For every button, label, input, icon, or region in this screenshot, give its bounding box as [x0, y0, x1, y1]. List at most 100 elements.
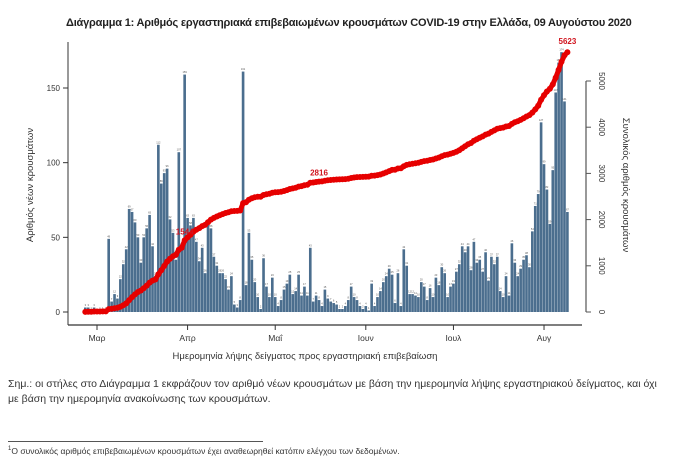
bar	[516, 276, 520, 312]
bar-value-label: 50	[142, 233, 145, 237]
bar	[376, 297, 379, 312]
bar-value-label: 33	[139, 258, 142, 262]
bar	[463, 252, 467, 312]
bar	[186, 217, 189, 312]
cumulative-point	[161, 263, 168, 269]
bar-value-label: 20	[253, 278, 256, 282]
bar-value-label: 44	[467, 242, 470, 246]
bar	[533, 205, 537, 312]
cumulative-point	[237, 207, 244, 214]
bar	[329, 301, 333, 312]
bar	[349, 286, 353, 312]
bar-value-label: 3	[88, 303, 90, 307]
bar	[180, 246, 184, 312]
bar-value-label: 9	[117, 294, 119, 298]
bar-value-label: 26	[396, 269, 399, 273]
bar	[425, 300, 429, 312]
bar	[145, 228, 148, 312]
bar-value-label: 31	[215, 261, 218, 265]
bar-value-label: 96	[166, 164, 169, 168]
bar-value-label: 47	[195, 237, 198, 241]
bar-value-label: 53	[247, 228, 250, 232]
bar	[200, 247, 204, 312]
bar-value-label: 19	[370, 279, 373, 283]
bar	[148, 214, 151, 312]
bar	[364, 306, 368, 312]
bar	[422, 286, 426, 312]
bar	[481, 271, 484, 312]
bar-value-label: 15	[323, 285, 326, 289]
bar-value-label: 17	[350, 282, 353, 286]
bar-value-label: 6	[333, 299, 335, 303]
bar-value-label: 27	[455, 267, 458, 271]
bar-value-label: 63	[192, 213, 195, 217]
bar	[113, 294, 116, 312]
bar-value-label: 8	[426, 296, 428, 300]
bar-value-label: 5	[336, 300, 338, 304]
bar	[484, 252, 487, 312]
bar	[379, 291, 382, 312]
cumulative-point	[538, 96, 545, 103]
bar-value-label: 10	[268, 293, 271, 297]
bar-value-label: 93	[163, 169, 166, 173]
bar	[417, 297, 420, 312]
bar	[230, 276, 233, 312]
x-tick-label: Μαρ	[89, 333, 106, 343]
bar-value-label: 10	[502, 293, 505, 297]
bar-value-label: 35	[250, 255, 253, 259]
bar-value-label: 22	[119, 275, 122, 279]
bar	[192, 217, 195, 312]
bar	[165, 168, 169, 312]
bar-value-label: 42	[402, 245, 405, 249]
bar-value-label: 6	[394, 299, 396, 303]
bar-value-label: 24	[505, 272, 508, 276]
bar	[221, 273, 224, 312]
bar	[306, 295, 309, 312]
cumulative-point	[172, 251, 179, 258]
bar-value-label: 95	[551, 166, 554, 170]
y-right-tick-label: 5000	[597, 72, 606, 90]
bar	[545, 189, 549, 312]
bar	[560, 52, 563, 312]
bar	[554, 92, 558, 312]
bar	[320, 306, 324, 312]
bar-value-label: 69	[128, 204, 131, 208]
bar	[195, 241, 198, 312]
bar-value-label: 19	[452, 279, 455, 283]
bar-value-label: 7	[312, 297, 314, 301]
bar-value-label: 26	[204, 269, 207, 273]
bar	[525, 255, 528, 312]
bar-value-label: 9	[327, 294, 329, 298]
bar	[460, 246, 464, 312]
y-right-tick-label: 3000	[597, 165, 606, 183]
bar	[168, 219, 172, 312]
bar	[396, 273, 400, 312]
bar	[279, 300, 283, 312]
bar-value-label: 8	[356, 296, 358, 300]
bar	[233, 304, 236, 312]
bar-value-label: 10	[274, 293, 277, 297]
bar	[197, 261, 201, 312]
bar	[308, 247, 312, 312]
bar-value-label: 33	[513, 258, 516, 262]
bar-value-label: 32	[122, 260, 125, 264]
bar-value-label: 50	[136, 233, 139, 237]
bar	[224, 279, 227, 312]
bar	[498, 291, 502, 312]
cumulative-point	[535, 102, 542, 109]
bar	[121, 264, 125, 312]
bar-value-label: 167	[556, 58, 561, 62]
footnote-text: Ο συνολικός αριθμός επιβεβαιωμένων κρουσ…	[11, 446, 400, 456]
bar-value-label: 71	[534, 201, 537, 205]
bar	[449, 286, 452, 312]
bar-value-label: 15	[283, 285, 286, 289]
x-tick-label: Ιουλ	[445, 333, 462, 343]
bar-value-label: 15	[227, 285, 230, 289]
bar-value-label: 27	[481, 267, 484, 271]
bar-value-label: 17	[449, 282, 452, 286]
bar-value-label: 56	[210, 224, 213, 228]
bar	[504, 276, 508, 312]
bar	[452, 283, 455, 312]
bar	[285, 283, 289, 312]
